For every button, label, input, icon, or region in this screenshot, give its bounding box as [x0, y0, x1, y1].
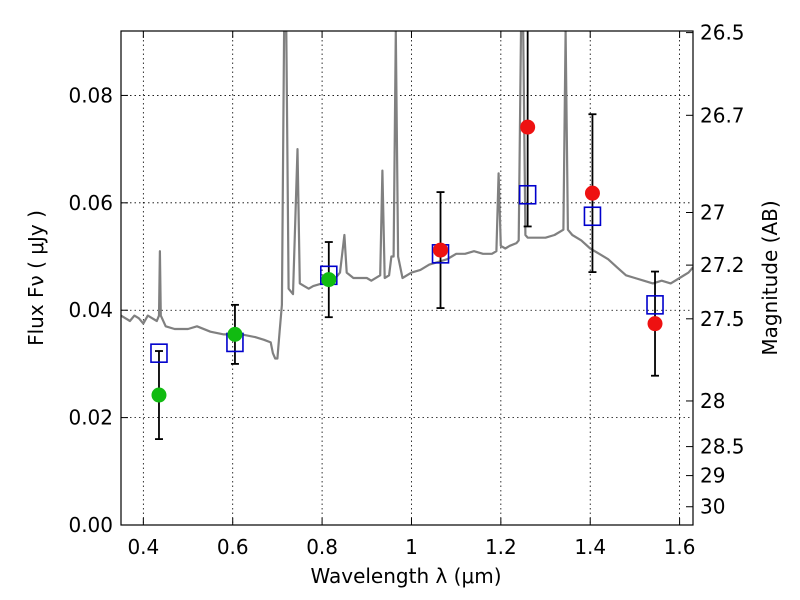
plot-frame	[120, 30, 694, 526]
y2-tick-label: 26.7	[700, 103, 745, 127]
x-axis-title: Wavelength λ (μm)	[310, 564, 501, 588]
observed-flux-point	[321, 272, 337, 288]
observed-flux-point	[227, 326, 243, 342]
y-tick-label: 0.00	[68, 513, 113, 537]
y-tick-label: 0.02	[68, 406, 113, 430]
y-tick-label: 0.06	[68, 191, 113, 215]
y2-tick-label: 27	[700, 200, 725, 224]
observed-flux-point	[151, 387, 167, 403]
y2-tick-label: 28	[700, 389, 725, 413]
y-axis-title: Flux Fν ( μJy )	[24, 210, 48, 346]
x-tick-label: 1	[405, 535, 418, 559]
y-tick-label: 0.08	[68, 83, 113, 107]
x-tick-label: 0.4	[127, 535, 159, 559]
y2-axis-title: Magnitude (AB)	[758, 200, 782, 355]
grid-lines	[121, 31, 693, 525]
x-tick-label: 0.6	[217, 535, 249, 559]
y-tick-label: 0.04	[68, 298, 113, 322]
y2-tick-label: 27.2	[700, 253, 745, 277]
model-photometry-square	[150, 343, 168, 363]
x-tick-label: 0.8	[306, 535, 338, 559]
y2-tick-label: 26.5	[700, 21, 745, 45]
axis-ticks: 0.4 0.6 0.8 1 1.2 1.4 1.6 0.00 0.02 0.04 0.06 0.08 2…	[68, 21, 744, 559]
observed-flux-point	[433, 242, 449, 258]
observed-flux-point	[647, 316, 663, 332]
x-tick-label: 1.4	[574, 535, 606, 559]
observed-flux-point	[520, 119, 536, 135]
y2-tick-label: 28.5	[700, 435, 745, 459]
x-tick-label: 1.6	[664, 535, 696, 559]
model-spectrum-line	[121, 31, 693, 360]
model-photometry-square	[646, 295, 664, 315]
model-photometry-square	[518, 184, 537, 205]
x-tick-label: 1.2	[485, 535, 517, 559]
y2-tick-label: 30	[700, 495, 725, 519]
plot-area	[121, 31, 693, 440]
observed-flux-point	[584, 185, 600, 201]
y2-tick-label: 27.5	[700, 307, 745, 331]
y2-tick-label: 29	[700, 464, 725, 488]
model-photometry-square	[583, 206, 602, 227]
